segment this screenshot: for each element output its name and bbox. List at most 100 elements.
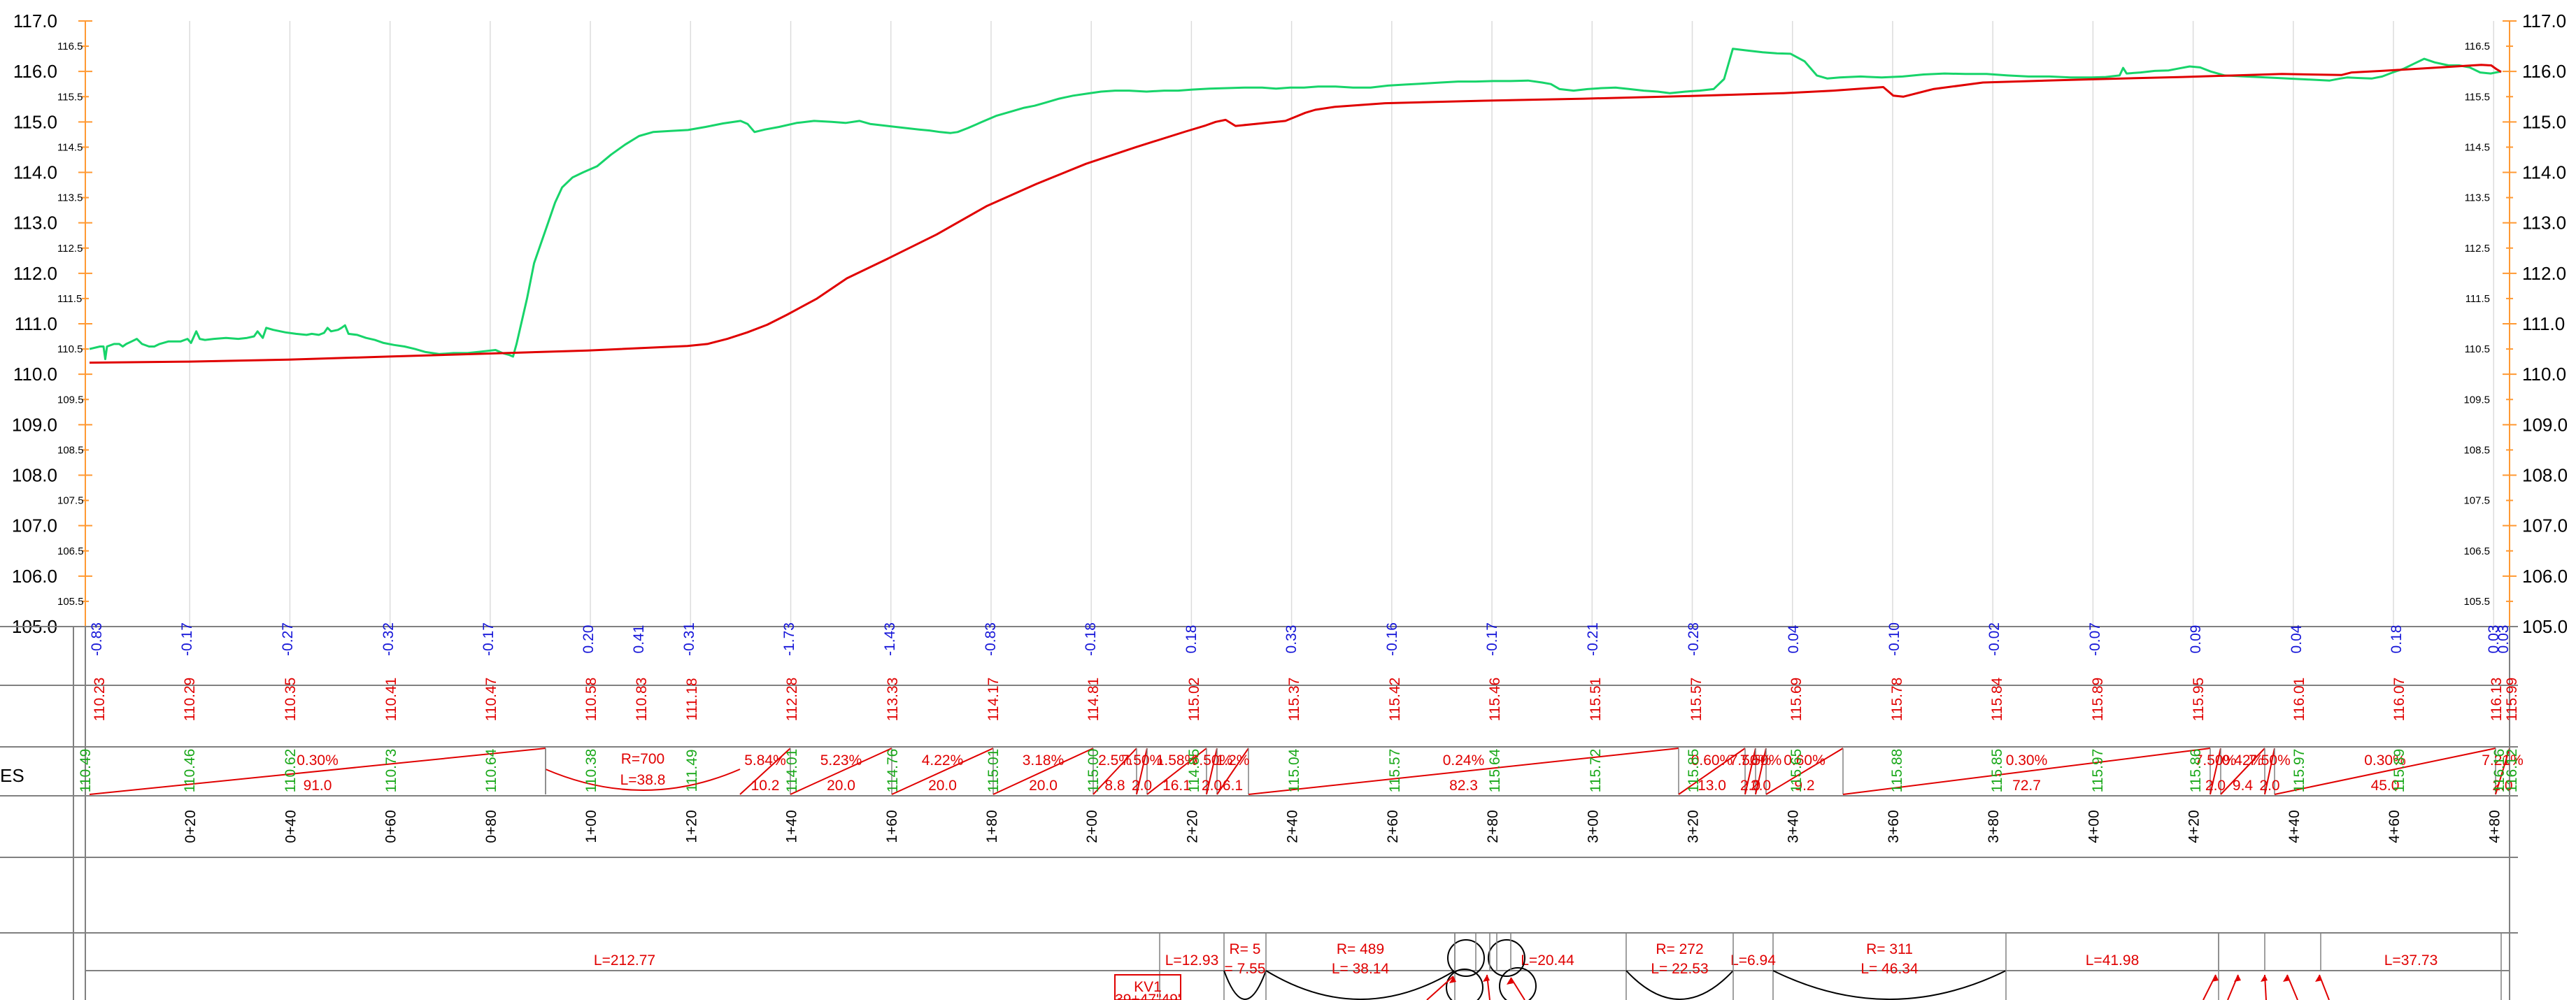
y-minor-label-right: 116.5: [2465, 41, 2490, 52]
y-minor-label-right: 112.5: [2465, 243, 2490, 255]
plan-curve-arc: [1625, 970, 1734, 1000]
station-label: 1+60: [884, 810, 900, 843]
grade-slope-line: [2264, 748, 2275, 795]
design-elevation-value: 115.02: [1186, 678, 1202, 722]
existing-elevation-value: 116.16: [2491, 749, 2507, 793]
grade-length: 2.0: [1740, 778, 1760, 794]
station-label: 3+60: [1886, 810, 1902, 843]
grade-percent: 7.50%: [2249, 752, 2291, 769]
station-label: 4+60: [2386, 810, 2403, 843]
design-line: [89, 64, 2502, 364]
y-minor-label: 112.5: [57, 243, 83, 255]
design-elevation-value: 110.35: [283, 678, 299, 722]
station-label: 2+60: [1385, 810, 1401, 843]
existing-elevation-value: 115.97: [2291, 749, 2307, 793]
grade-length: 6.1: [1223, 778, 1243, 794]
grade-percent: 0.30%: [2364, 752, 2406, 769]
design-elevation-value: 112.28: [784, 678, 800, 722]
existing-elevation-value: 114.76: [885, 749, 901, 793]
station-label: 0+40: [283, 810, 299, 843]
existing-elevation-value: 114.85: [1186, 749, 1202, 793]
difference-value: 0.03: [2486, 625, 2502, 654]
y-major-label: 106.0: [12, 566, 57, 587]
grade-length: 82.3: [1449, 778, 1478, 794]
grade-percent: 1.58%: [1156, 752, 1198, 769]
difference-value: -0.28: [1686, 622, 1702, 656]
grade-percent: 7.21%: [2482, 752, 2524, 769]
grade-slope-line: [1765, 748, 1844, 795]
station-label: 4+80: [2486, 810, 2503, 843]
vertical-curve-arc: [545, 769, 741, 791]
grade-length: 13.0: [1698, 778, 1726, 794]
grade-slope-line: [1678, 748, 1746, 795]
station-label: 2+40: [1285, 810, 1301, 843]
y-minor-label-right: 107.5: [2463, 495, 2490, 507]
y-minor-label-right: 114.5: [2465, 141, 2490, 153]
existing-elevation-value: 115.04: [1286, 748, 1302, 792]
y-major-label-right: 106.0: [2522, 566, 2568, 587]
grade-percent: 7.50%: [1730, 752, 1772, 769]
y-major-label: 116.0: [13, 61, 57, 82]
kv-box: [1114, 974, 1181, 1000]
grade-percent: 5.23%: [820, 752, 862, 769]
difference-value: 0.41: [631, 625, 647, 654]
grade-slope-line: [1755, 748, 1767, 795]
difference-value: -0.17: [481, 622, 497, 656]
plan-pointer-line: [1510, 977, 1525, 1000]
grade-length: 45.0: [2371, 778, 2400, 794]
station-label: 2+00: [1084, 810, 1100, 843]
y-major-label-right: 112.0: [2522, 263, 2566, 284]
grade-length: 20.0: [1029, 778, 1058, 794]
design-elevation-value: 115.51: [1588, 678, 1604, 722]
difference-value: -0.17: [179, 622, 195, 656]
grade-length: 9.4: [2233, 778, 2254, 794]
y-minor-label: 107.5: [57, 495, 84, 507]
grade-length: 9.2: [1794, 778, 1814, 794]
grade-percent: 7.50%: [2195, 752, 2237, 769]
difference-value: 0.04: [1786, 624, 1802, 653]
difference-value: 0.03: [2496, 625, 2512, 654]
existing-elevation-value: 115.85: [1989, 749, 2005, 793]
grade-slope-line: [992, 748, 1094, 795]
y-minor-label: 116.5: [57, 41, 83, 52]
grade-percent: 0.30%: [297, 752, 339, 769]
grade-length: 20.0: [928, 778, 957, 794]
station-label: 2+20: [1184, 810, 1200, 843]
horizontal-alignment-row: L=212.77 L=12.93 L=20.44 L=6.94 L=41.98 L=37.…: [90, 933, 2502, 1000]
y-minor-label: 113.5: [57, 192, 83, 204]
existing-elevation-value: 110.46: [182, 749, 198, 793]
plan-straight-length: L=6.94: [1730, 952, 1776, 969]
grade-percent: 0.42%: [2222, 752, 2264, 769]
plan-curve-arc: [1223, 970, 1267, 1000]
spiral-circle: [1488, 939, 1525, 977]
grade-slope-line: [1146, 748, 1207, 795]
y-major-label: 112.0: [13, 263, 57, 284]
grade-length: 10.2: [751, 778, 780, 794]
station-label: 3+80: [1986, 810, 2002, 843]
grade-percent: 2.5%: [1098, 752, 1132, 769]
station-label: 0+80: [483, 810, 499, 843]
existing-elevation-value: 115.57: [1387, 749, 1403, 793]
y-minor-label-right: 110.5: [2465, 343, 2490, 355]
plan-curve-arc: [1772, 970, 2007, 1000]
plan-straight-length: L=41.98: [2086, 952, 2140, 969]
plan-pointer-head: [2315, 975, 2322, 982]
design-elevation-value: 113.33: [885, 678, 901, 722]
grade-length: 2.0: [2259, 778, 2279, 794]
plan-curve-length: L= 22.53: [1651, 961, 1708, 977]
plan-pointer-head: [1483, 975, 1490, 982]
plan-curve-radius: R= 272: [1656, 941, 1703, 957]
station-label: 1+20: [683, 810, 699, 843]
y-major-label-right: 117.0: [2522, 10, 2566, 31]
design-elevation-value: 116.07: [2391, 678, 2407, 722]
design-elevation-value: 114.81: [1086, 678, 1102, 722]
existing-elevation-value: 115.00: [1086, 749, 1102, 793]
grade-length: 2.0: [1132, 778, 1152, 794]
station-label: 4+20: [2186, 810, 2203, 843]
station-label: 4+00: [2086, 810, 2102, 843]
existing-elevation-value: 115.89: [2391, 749, 2407, 793]
difference-row: -0.83 -0.17 -0.27 -0.32 -0.17 0.20 0.41 -0.31 -1…: [89, 622, 2512, 656]
grade-percent: 5.84%: [744, 752, 786, 769]
plan-curve-length: = 7.55: [1225, 961, 1266, 977]
difference-value: 0.33: [1283, 625, 1300, 654]
